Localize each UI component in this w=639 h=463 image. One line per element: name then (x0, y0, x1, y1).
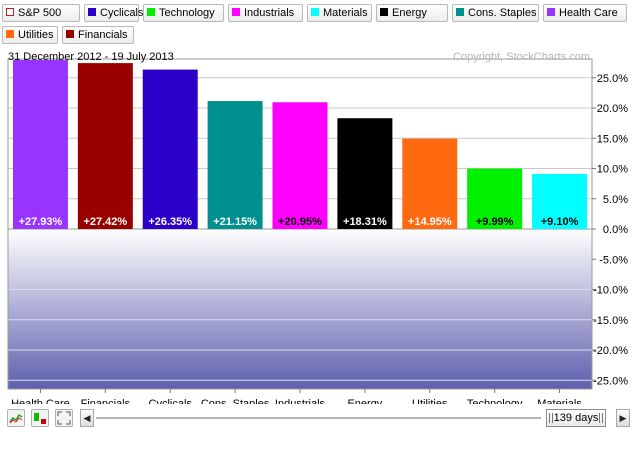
legend-item-health-care[interactable]: Health Care (543, 4, 627, 22)
bar-value-label: +21.15% (213, 216, 257, 228)
bar-materials (532, 173, 588, 229)
y-tick-label: 25.0% (597, 73, 628, 85)
legend-swatch (6, 30, 14, 39)
chart-title: 31 December 2012 - 19 July 2013 (8, 51, 174, 63)
legend-swatch (147, 8, 155, 17)
x-tick-label: Financials (81, 398, 131, 404)
y-tick-label: 5.0% (603, 194, 628, 206)
legend-swatch (66, 30, 74, 39)
legend-item-s-p-500[interactable]: S&P 500 (2, 4, 80, 22)
bar-value-label: +9.99% (476, 216, 514, 228)
bar-utilities (402, 138, 458, 229)
legend-label: Industrials (244, 7, 295, 19)
line-chart-icon[interactable] (7, 409, 25, 427)
y-axis-ticks: 25.0% 20.0% 15.0% 10.0% 5.0% 0.0% -5.0% -10.0% -… (592, 73, 628, 387)
bar-value-labels: +27.93% +27.42% +26.35% +21.15% +20.95% +18.3… (19, 216, 579, 228)
bar-value-label: +27.42% (83, 216, 127, 228)
legend-label: Cyclicals (100, 7, 144, 19)
legend-label: Technology (159, 7, 215, 19)
legend-item-industrials[interactable]: Industrials (228, 4, 303, 22)
bar-energy (337, 118, 393, 229)
legend-item-cons-staples[interactable]: Cons. Staples (452, 4, 539, 22)
x-tick-label: Energy (347, 398, 382, 404)
legend-item-financials[interactable]: Financials (62, 26, 134, 44)
legend-item-materials[interactable]: Materials (307, 4, 372, 22)
legend-label: Financials (78, 29, 128, 41)
bar-value-label: +18.31% (343, 216, 387, 228)
bar-value-label: +27.93% (19, 216, 63, 228)
bar-cons-staples (207, 101, 263, 229)
y-tick-label: 10.0% (597, 164, 628, 176)
y-tick-label: 15.0% (597, 133, 628, 145)
y-tick-label: 20.0% (597, 103, 628, 115)
y-tick-label: -5.0% (599, 254, 628, 266)
bar-industrials (272, 102, 328, 229)
legend-item-energy[interactable]: Energy (376, 4, 448, 22)
bar-chart-icon[interactable] (31, 409, 49, 427)
legend-swatch (311, 8, 319, 17)
range-days-label: 139 days (553, 412, 599, 424)
x-tick-label: Utilities (412, 398, 448, 404)
legend-swatch (232, 8, 240, 17)
bars (12, 60, 588, 229)
range-days-button[interactable]: 139 days (546, 409, 606, 427)
x-tick-label: Industrials (275, 398, 326, 404)
bar-value-label: +9.10% (541, 216, 579, 228)
bottom-toolbar: ◀ 139 days ▶ (0, 404, 639, 463)
legend-label: Health Care (559, 7, 618, 19)
bar-financials (77, 63, 133, 229)
legend-item-utilities[interactable]: Utilities (2, 26, 58, 44)
date-range-scrollbar[interactable] (96, 417, 541, 419)
y-tick-label: -25.0% (593, 375, 628, 387)
bar-cyclicals (142, 69, 198, 229)
legend-label: Cons. Staples (468, 7, 537, 19)
x-axis-labels: Health Care Financials Cyclicals Cons. Stap… (11, 389, 582, 404)
plot-negative-area (8, 229, 592, 389)
y-tick-label: -10.0% (593, 285, 628, 297)
legend-swatch (547, 8, 555, 17)
copyright-watermark: Copyright, StockCharts.com (453, 51, 590, 63)
y-tick-label: -20.0% (593, 345, 628, 357)
bar-health-care (12, 60, 68, 229)
x-tick-label: Technology (467, 398, 523, 404)
x-tick-label: Cons. Staples (201, 398, 270, 404)
x-tick-label: Health Care (11, 398, 70, 404)
bar-technology (467, 168, 523, 229)
legend-item-technology[interactable]: Technology (143, 4, 224, 22)
bar-value-label: +26.35% (148, 216, 192, 228)
scroll-left-button[interactable]: ◀ (80, 409, 94, 427)
scroll-right-button[interactable]: ▶ (616, 409, 630, 427)
legend-label: S&P 500 (18, 7, 62, 19)
legend-label: Energy (392, 7, 427, 19)
legend-label: Utilities (18, 29, 54, 41)
fullscreen-icon[interactable] (55, 409, 73, 427)
legend-label: Materials (323, 7, 368, 19)
bar-value-label: +14.95% (408, 216, 452, 228)
legend-item-cyclicals[interactable]: Cyclicals (84, 4, 143, 22)
y-tick-label: -15.0% (593, 315, 628, 327)
performance-bar-chart: +27.93% +27.42% +26.35% +21.15% +20.95% +18.3… (7, 51, 628, 404)
legend-swatch (88, 8, 96, 17)
legend-swatch (380, 8, 388, 17)
legend-swatch (6, 8, 14, 17)
bar-value-label: +20.95% (278, 216, 322, 228)
legend-swatch (456, 8, 464, 17)
y-tick-label: 0.0% (603, 224, 628, 236)
x-tick-label: Cyclicals (149, 398, 193, 404)
x-tick-label: Materials (537, 398, 582, 404)
